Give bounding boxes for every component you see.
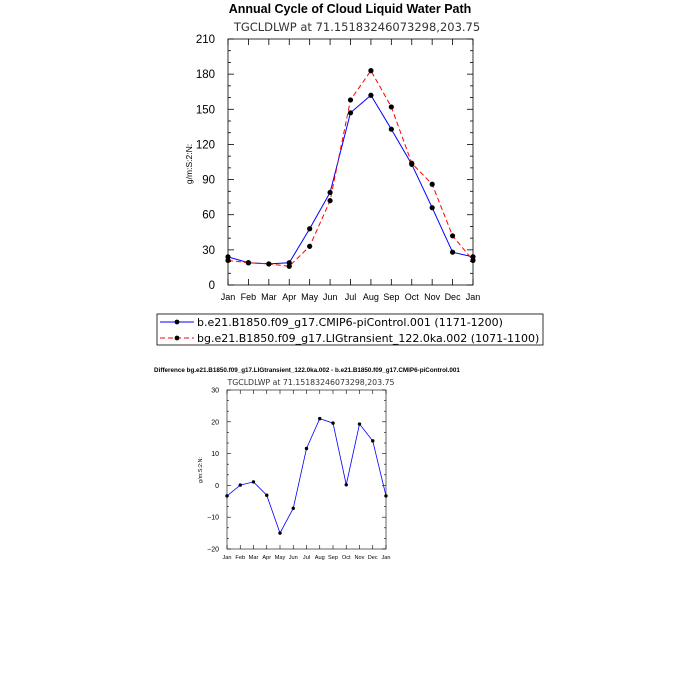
chart2-xtick-label: Jun bbox=[289, 555, 298, 561]
legend-label-control: b.e21.B1850.f09_g17.CMIP6-piControl.001 … bbox=[197, 316, 503, 329]
chart2-ytick-label: 0 bbox=[215, 483, 219, 490]
chart1-xtick-label: Oct bbox=[405, 292, 420, 302]
chart2-series-0-point bbox=[225, 494, 229, 498]
chart2-ytick-label: 20 bbox=[211, 419, 219, 426]
chart1-series-1-point bbox=[266, 261, 272, 267]
chart1-series-1-point bbox=[449, 233, 456, 239]
chart2-series-0-point bbox=[238, 483, 242, 487]
chart2-xtick-label: Sep bbox=[328, 555, 338, 561]
chart1-ytick-label: 150 bbox=[196, 104, 215, 116]
chart1-ytick-label: 120 bbox=[196, 139, 215, 151]
chart2-xtick-label: Jan bbox=[381, 555, 390, 561]
chart1-xtick-label: Jul bbox=[345, 292, 357, 302]
chart2-subtitle: TGCLDLWP at 71.15183246073298,203.75 bbox=[226, 378, 394, 387]
chart2-xtick-label: May bbox=[275, 555, 286, 561]
chart2-ytick-label: 30 bbox=[211, 387, 219, 394]
chart1-series-1-point bbox=[470, 257, 476, 263]
chart1-legend: b.e21.B1850.f09_g17.CMIP6-piControl.001 … bbox=[156, 313, 544, 346]
chart1-ytick-label: 210 bbox=[196, 34, 215, 46]
chart1-xtick-label: Jan bbox=[221, 292, 236, 302]
chart2-title: Difference bg.e21.B1850.f09_g17.LIGtrans… bbox=[154, 367, 460, 374]
chart2-ytick-label: −20 bbox=[207, 546, 219, 553]
chart1-ytick-label: 30 bbox=[202, 245, 215, 257]
chart1-series-1-point bbox=[327, 198, 333, 204]
chart2-xtick-label: Oct bbox=[342, 555, 351, 561]
chart1-xtick-label: Mar bbox=[261, 292, 277, 302]
chart1-series-1-point bbox=[347, 97, 354, 103]
chart2-series-0-point bbox=[291, 506, 295, 510]
chart1-series-0-point bbox=[449, 249, 456, 255]
chart2-xtick-label: Nov bbox=[355, 555, 365, 561]
chart1-series-0-point bbox=[388, 126, 394, 132]
chart2-series-0-point bbox=[331, 421, 335, 425]
legend-marker-control bbox=[174, 319, 180, 325]
chart1-xtick-label: Sep bbox=[383, 292, 399, 302]
chart1-series-0-point bbox=[307, 226, 313, 232]
chart1-series-0-point bbox=[429, 205, 435, 211]
chart1-ytick-label: 90 bbox=[202, 175, 215, 187]
legend-marker-lig bbox=[174, 335, 180, 341]
chart2-ylabel: g/m:S:2:N: bbox=[198, 457, 204, 483]
chart1-xtick-label: Dec bbox=[445, 292, 462, 302]
chart2-series-0-point bbox=[265, 493, 269, 497]
chart2-xtick-label: Aug bbox=[315, 555, 325, 561]
chart2-series-0-point bbox=[344, 483, 348, 487]
chart2-series-0-point bbox=[371, 439, 375, 443]
chart1-series-1-point bbox=[429, 181, 435, 187]
chart2-xtick-label: Feb bbox=[235, 555, 245, 561]
chart2-plot: −20 −10 0 10 20 30 Jan Feb Mar Apr May Jun Jul Aug Sep… bbox=[207, 387, 390, 561]
chart1-ytick-label: 0 bbox=[209, 280, 215, 292]
chart2-series-0-point bbox=[304, 446, 309, 451]
chart1-ytick-label: 180 bbox=[196, 69, 215, 81]
chart1-series-1-point bbox=[286, 263, 292, 269]
chart1-xtick-label: Jun bbox=[323, 292, 338, 302]
chart1-xtick-label: Jan bbox=[466, 292, 481, 302]
chart2-series-0-point bbox=[357, 422, 362, 426]
chart1-xtick-label: Aug bbox=[363, 292, 379, 302]
chart2-series-0-point bbox=[278, 531, 282, 535]
legend-box bbox=[156, 313, 544, 346]
chart2-xtick-label: Jul bbox=[303, 555, 310, 561]
chart1-xtick-label: May bbox=[301, 292, 319, 302]
chart1-series-1-point bbox=[245, 260, 252, 266]
chart1-ytick-label: 60 bbox=[202, 210, 215, 222]
chart1-xtick-label: Apr bbox=[282, 292, 296, 302]
chart2-xtick-label: Mar bbox=[249, 555, 259, 561]
chart2-ytick-label: 10 bbox=[211, 451, 219, 458]
chart1-series-1-point bbox=[409, 160, 415, 166]
chart1-series-1-point bbox=[388, 104, 394, 110]
legend-label-lig: bg.e21.B1850.f09_g17.LIGtransient_122.0k… bbox=[197, 332, 539, 345]
chart1-ylabel: g/m:S:2:N: bbox=[184, 144, 194, 184]
chart2-series-0-point bbox=[318, 416, 322, 421]
chart2-xtick-label: Jan bbox=[222, 555, 231, 561]
chart2-ytick-label: −10 bbox=[207, 515, 219, 522]
chart2-xtick-label: Dec bbox=[368, 555, 378, 561]
chart1-series-1-point bbox=[307, 243, 313, 249]
chart1-plot: 0 30 60 90 120 150 180 210 Jan Feb Mar Apr May Jun Jul… bbox=[196, 34, 480, 302]
chart1-series-0-point bbox=[347, 110, 354, 116]
chart2-xtick-label: Apr bbox=[262, 555, 271, 561]
chart1-subtitle: TGCLDLWP at 71.15183246073298,203.75 bbox=[233, 20, 480, 34]
chart1-series-0-point bbox=[368, 92, 374, 98]
chart2-series-0-point bbox=[251, 480, 256, 484]
chart2-series-0-point bbox=[384, 494, 388, 498]
chart1-series-0-point bbox=[327, 189, 333, 196]
chart1-xtick-label: Nov bbox=[424, 292, 441, 302]
chart1-series-1-point bbox=[225, 257, 231, 263]
chart1-xtick-label: Feb bbox=[241, 292, 257, 302]
chart1-series-1-point bbox=[368, 68, 374, 74]
chart1-title: Annual Cycle of Cloud Liquid Water Path bbox=[229, 2, 472, 16]
